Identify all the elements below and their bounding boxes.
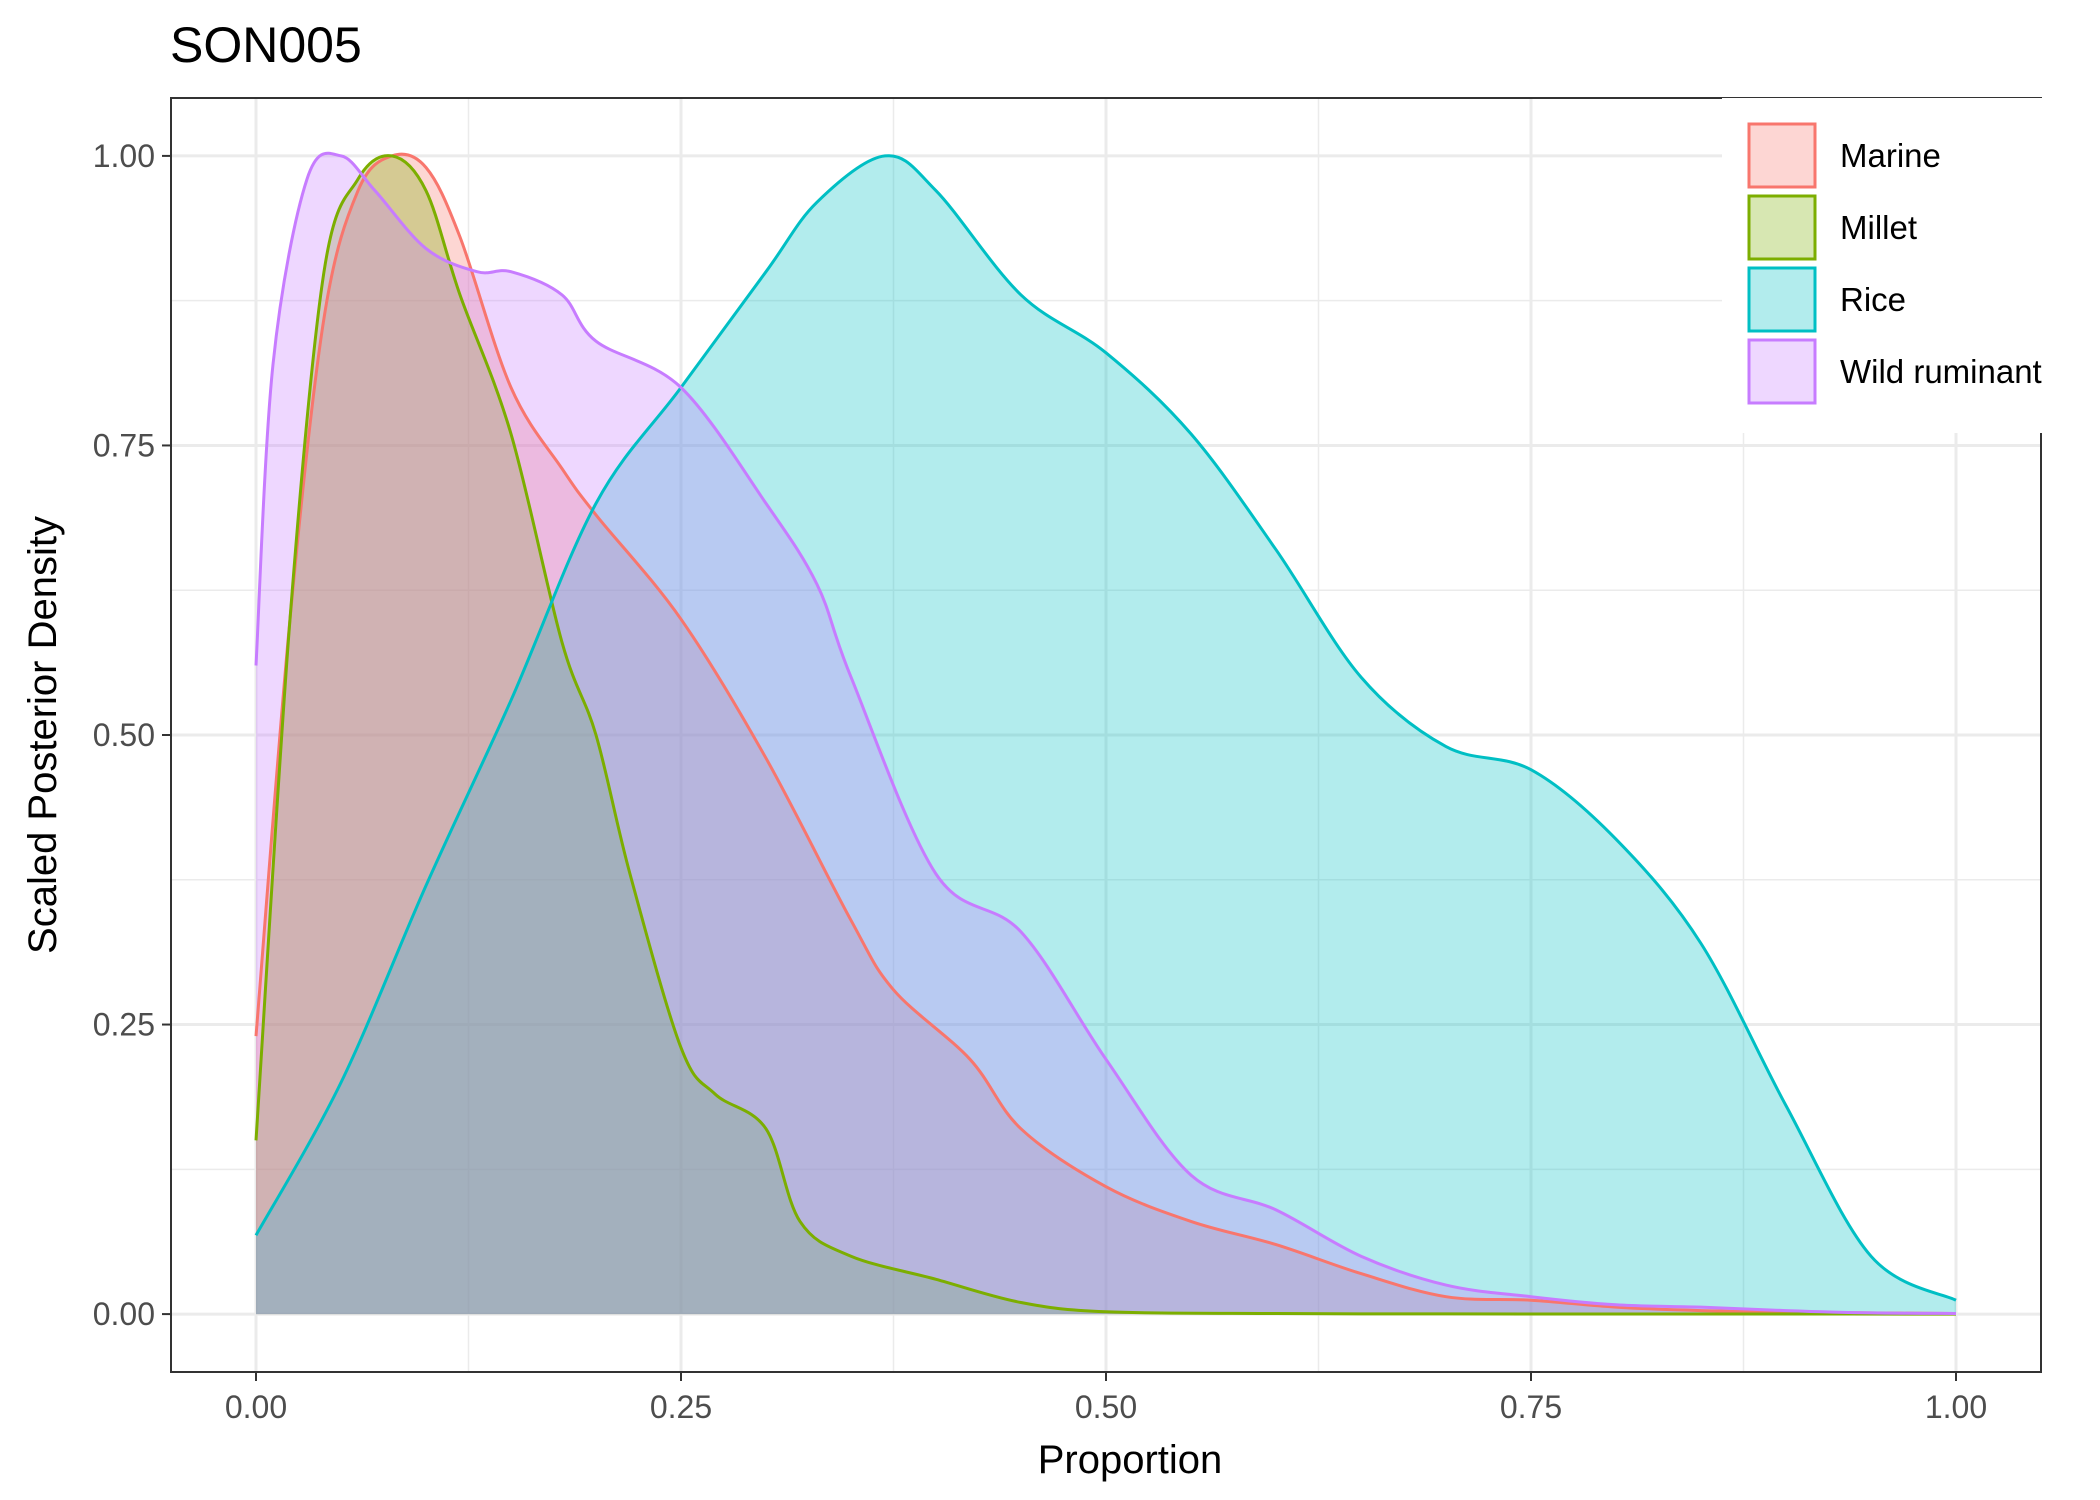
y-tick-label: 0.00: [93, 1296, 155, 1332]
x-tick-label: 0.75: [1500, 1389, 1562, 1425]
y-tick-label: 0.50: [93, 717, 155, 753]
density-line-marine: [254, 152, 1957, 1315]
y-axis-ticks: 0.00 0.25 0.50 0.75 1.00: [93, 138, 171, 1332]
y-tick-label: 0.75: [93, 427, 155, 463]
density-areas: [256, 153, 1956, 1315]
legend-label-rice: Rice: [1840, 281, 1906, 318]
density-line-wild-ruminant: [254, 151, 1957, 1315]
legend-key-wild-ruminant: [1747, 338, 1817, 405]
density-area-marine: [256, 154, 1956, 1315]
density-area-rice: [256, 155, 1956, 1315]
density-lines: [254, 151, 1957, 1316]
legend: Marine Millet Rice Wild ruminant: [1722, 98, 2100, 433]
legend-background: [1722, 98, 2100, 433]
x-axis-ticks: 0.00 0.25 0.50 0.75 1.00: [225, 1372, 1987, 1425]
x-tick-label: 0.00: [225, 1389, 287, 1425]
legend-key-marine: [1747, 122, 1817, 189]
y-tick-label: 1.00: [93, 138, 155, 174]
y-tick-label: 0.25: [93, 1007, 155, 1043]
density-line-millet: [254, 154, 1957, 1316]
x-axis-title: Proportion: [1038, 1438, 1223, 1482]
legend-label-wild-ruminant: Wild ruminant: [1840, 353, 2042, 390]
x-tick-label: 1.00: [1925, 1389, 1987, 1425]
x-tick-label: 0.50: [1075, 1389, 1137, 1425]
legend-key-millet: [1747, 194, 1817, 261]
x-tick-label: 0.25: [650, 1389, 712, 1425]
density-area-millet: [256, 155, 1956, 1315]
chart-title: SON005: [170, 17, 362, 73]
legend-key-rice: [1747, 266, 1817, 333]
legend-label-marine: Marine: [1840, 137, 1941, 174]
density-line-rice: [254, 154, 1957, 1302]
major-gridlines: [171, 98, 2041, 1372]
density-area-wild-ruminant: [256, 153, 1956, 1315]
legend-label-millet: Millet: [1840, 209, 1917, 246]
y-axis-title: Scaled Posterior Density: [21, 516, 65, 954]
